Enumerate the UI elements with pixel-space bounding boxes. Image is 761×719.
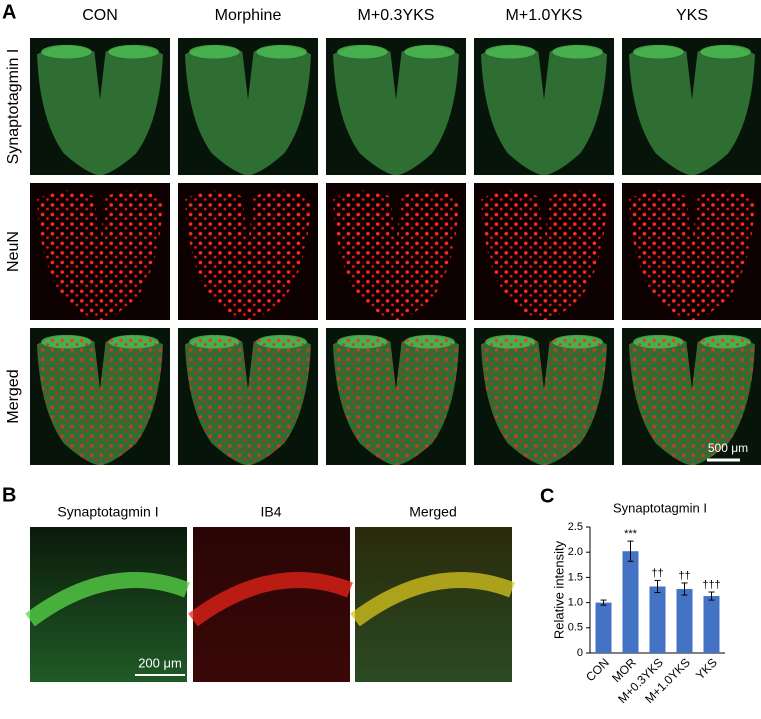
micrograph [326,328,466,465]
tissue-green [37,45,163,176]
bar [703,596,720,653]
neurons [629,190,755,320]
micrograph [474,328,614,465]
y-tick-label: 0 [577,647,583,659]
x-tick-label: CON [583,655,612,684]
micrograph [326,183,466,320]
dorsal-horn [41,44,92,59]
micrograph [178,328,318,465]
micrograph [326,38,466,176]
column-header: Synaptotagmin I [57,504,158,520]
chart-title: Synaptotagmin I [613,500,707,515]
significance-label: *** [624,528,638,540]
y-tick-label: 2.5 [568,521,583,533]
y-tick-label: 2.0 [568,546,583,558]
tissue [185,334,311,465]
neurons [185,335,311,465]
column-header: CON [82,7,118,24]
micrograph [30,183,170,320]
row-label: NeuN [5,231,22,272]
panel-label: C [540,485,554,507]
laminae-band [188,572,353,627]
laminae-band [350,572,515,627]
tissue [333,334,459,465]
dorsal-horn [485,44,536,59]
neurons [37,190,163,320]
tissue [333,190,459,320]
column-header: M+1.0YKS [506,7,583,24]
panel-label: A [2,1,16,23]
dorsal-horn [256,44,307,59]
row-label: Merged [5,369,22,423]
tissue [185,190,311,320]
neurons [629,335,755,465]
tissue [37,190,163,320]
significance-label: †† [678,570,690,582]
tissue [629,44,755,176]
micrograph [30,38,170,176]
tissue [333,44,459,176]
panel-label: B [2,484,16,506]
micrograph [474,38,614,176]
tissue-green [333,45,459,176]
neurons [37,335,163,465]
micrograph [188,527,353,682]
tissue [185,44,311,176]
y-tick-label: 1.0 [568,597,583,609]
tissue-green [629,45,755,176]
micrograph [474,183,614,320]
micrograph [30,328,170,465]
dorsal-horn [633,44,684,59]
neurons [185,190,311,320]
tissue [37,44,163,176]
tissue [629,334,755,465]
micrograph [178,183,318,320]
tissue [481,334,607,465]
significance-label: †† [651,567,663,579]
laminae-band [25,572,190,627]
tissue-green [481,45,607,176]
dorsal-horn [700,44,751,59]
y-tick-label: 0.5 [568,622,583,634]
micrograph [350,527,515,682]
tissue [481,44,607,176]
bar [622,551,639,653]
column-header: YKS [676,7,708,24]
column-header: Morphine [215,7,282,24]
neurons [481,335,607,465]
tissue-green [185,45,311,176]
micrograph [622,38,761,176]
y-tick-label: 1.5 [568,571,583,583]
dorsal-horn [108,44,159,59]
tissue [481,190,607,320]
bar [676,588,693,653]
bar [595,602,612,653]
scale-bar-label: 500 μm [708,441,748,455]
y-axis-label: Relative intensity [551,540,566,639]
micrograph [622,183,761,320]
micrograph [178,38,318,176]
dorsal-horn [337,44,388,59]
tissue [37,334,163,465]
column-header: IB4 [260,504,281,520]
significance-label: ††† [702,579,720,591]
bar [649,586,666,653]
column-header: Merged [409,504,456,520]
neurons [333,190,459,320]
dorsal-horn [189,44,240,59]
tissue [629,190,755,320]
x-tick-label: YKS [693,655,720,682]
row-label: Synaptotagmin I [5,49,22,165]
neurons [481,190,607,320]
column-header: M+0.3YKS [358,7,435,24]
micrograph [622,328,761,465]
scale-bar-label: 200 μm [138,655,182,670]
dorsal-horn [552,44,603,59]
dorsal-horn [404,44,455,59]
micrograph [25,527,190,682]
neurons [333,335,459,465]
